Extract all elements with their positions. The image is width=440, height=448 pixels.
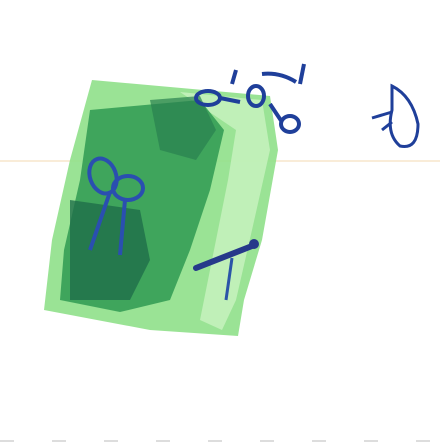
bag-light-edge (180, 92, 270, 330)
dense-core (70, 200, 150, 300)
scissors (87, 156, 145, 256)
top-items (194, 63, 306, 134)
tool-tip (249, 239, 259, 249)
tool-wire (224, 257, 234, 301)
loose-item (371, 83, 420, 149)
dense-top (150, 96, 216, 160)
tool-handle (193, 243, 255, 271)
